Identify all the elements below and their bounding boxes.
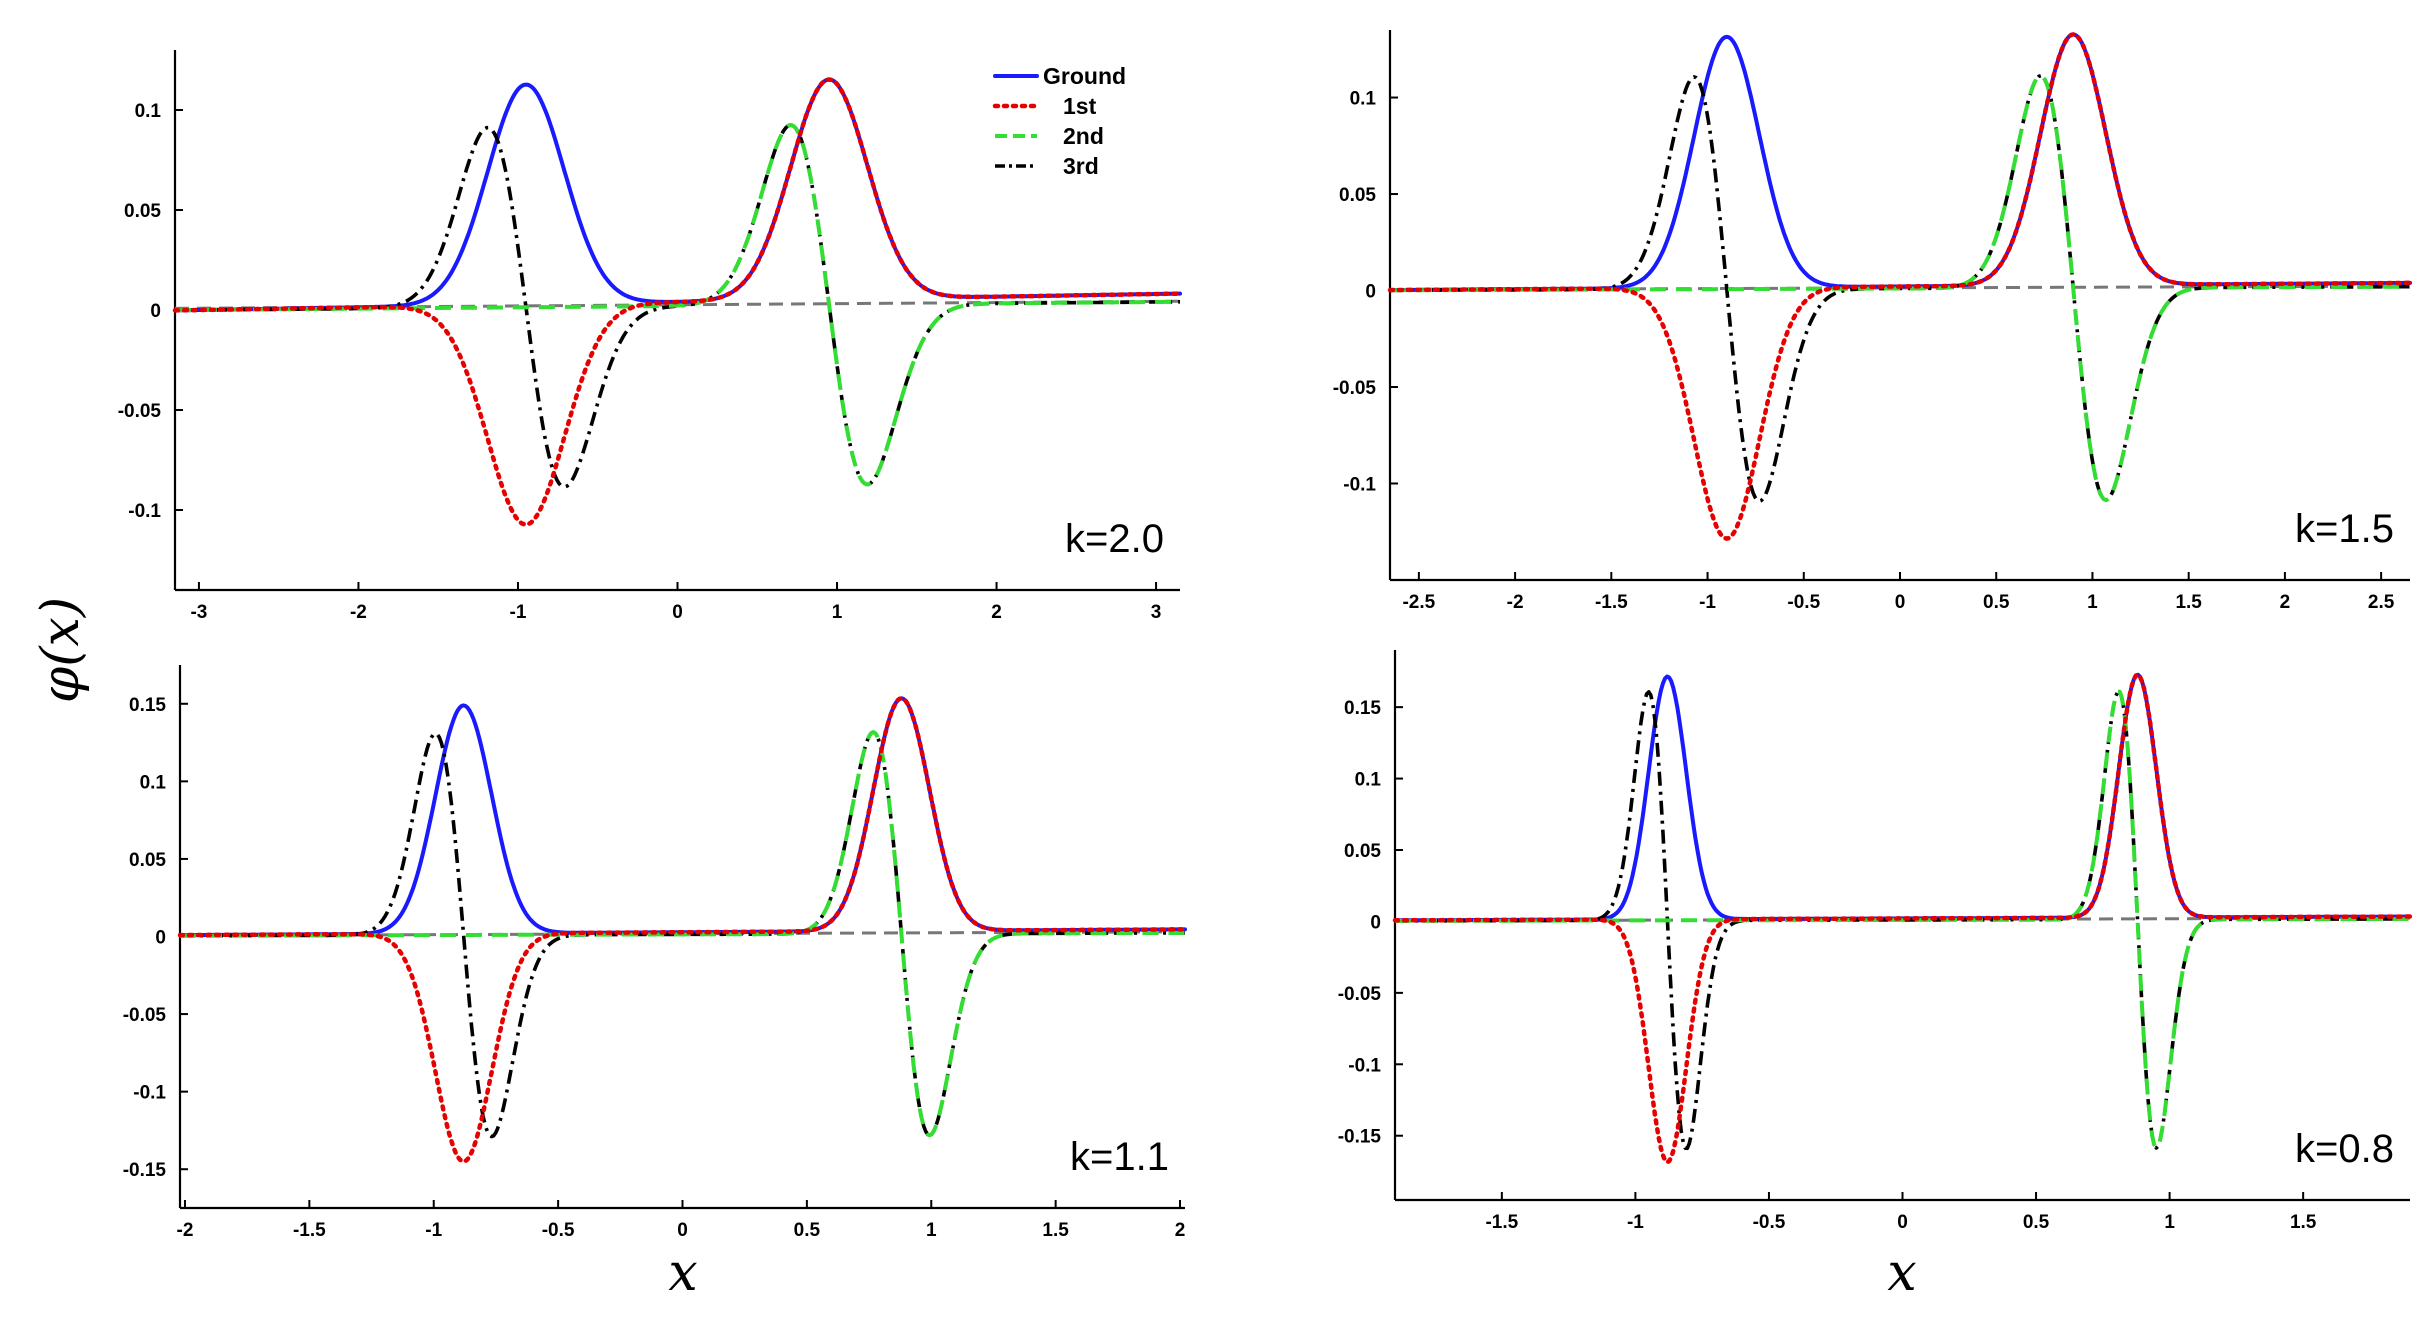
series-line-1st [1387, 32, 2413, 541]
x-tick-label: 2 [991, 602, 1002, 623]
panels: -3 -2 -1 0 1 2 3 0.1 0.05 0 -0.05 -0.1 k=2.0 -2.5 -2 -1… [118, 30, 2413, 1241]
x-tick-label: 0.5 [1983, 592, 2010, 613]
y-tick-label: -0.15 [1338, 1127, 1382, 1148]
series-line-ground [173, 77, 1182, 313]
panel-2: -2.5 -2 -1.5 -1 -0.5 0 0.5 1 1.5 2 2.5 0.1 0.05 0 -0.0… [1333, 30, 2413, 613]
series-line-2nd [175, 123, 1180, 487]
panel-1: -3 -2 -1 0 1 2 3 0.1 0.05 0 -0.05 -0.1 k=2.0 [118, 50, 1183, 623]
x-axis-label-left: x [668, 1243, 697, 1303]
x-tick-label: 0 [1895, 592, 1906, 613]
y-tick-label: 0 [1365, 282, 1376, 303]
x-tick-label: 2.5 [2368, 592, 2395, 613]
x-tick-label: -3 [190, 602, 207, 623]
x-tick-label: 1.5 [2175, 592, 2202, 613]
x-tick-label: 1 [2164, 1212, 2175, 1233]
y-tick-label: -0.05 [1333, 378, 1377, 399]
y-tick-label: -0.1 [133, 1083, 166, 1104]
x-tick-label: 3 [1151, 602, 1162, 623]
y-tick-label: 0.05 [1344, 841, 1381, 862]
x-tick-label: 2 [2280, 592, 2291, 613]
y-tick-label: 0.1 [135, 101, 162, 122]
panel-k-label: k=1.5 [2295, 507, 2394, 551]
y-tick-label: 0.05 [124, 201, 161, 222]
series-line-ground [1388, 32, 2412, 293]
x-tick-label: -0.5 [1753, 1212, 1786, 1233]
y-tick-label: 0.15 [1344, 698, 1381, 719]
x-tick-label: 1 [926, 1220, 937, 1241]
x-tick-label: -1 [1627, 1212, 1644, 1233]
y-tick-label: 0 [155, 928, 166, 949]
panel-k-label: k=1.1 [1070, 1135, 1169, 1179]
x-tick-label: -2 [350, 602, 367, 623]
panel-3: -2 -1.5 -1 -0.5 0 0.5 1 1.5 2 0.15 0.1 0.05 0 -0.05 -0… [123, 665, 1188, 1241]
series-line-1st [177, 696, 1188, 1164]
x-tick-label: -1 [510, 602, 527, 623]
y-tick-label: -0.05 [118, 401, 162, 422]
x-tick-label: -0.5 [1787, 592, 1820, 613]
x-tick-label: 1.5 [1042, 1220, 1069, 1241]
y-tick-label: 0.1 [1355, 770, 1382, 791]
x-tick-label: 0 [677, 1220, 688, 1241]
y-tick-label: -0.15 [123, 1160, 167, 1181]
x-tick-label: 1 [2087, 592, 2098, 613]
y-tick-label: -0.1 [128, 501, 161, 522]
legend-label-2nd: 2nd [1063, 123, 1104, 149]
x-tick-label: -2 [1507, 592, 1524, 613]
y-tick-label: 0 [150, 301, 161, 322]
x-tick-label: 1 [832, 602, 843, 623]
x-tick-label: -1.5 [1595, 592, 1628, 613]
y-tick-label: 0.1 [140, 772, 167, 793]
x-tick-label: -2 [177, 1220, 194, 1241]
x-tick-label: 0 [672, 602, 683, 623]
x-tick-label: 0.5 [794, 1220, 821, 1241]
legend: Ground 1st 2nd 3rd [992, 63, 1126, 179]
x-tick-label: 0.5 [2023, 1212, 2050, 1233]
legend-label-3rd: 3rd [1063, 153, 1099, 179]
series-line-ground [178, 696, 1187, 938]
series-line-1st [1392, 672, 2413, 1165]
x-tick-label: 0 [1897, 1212, 1908, 1233]
y-tick-label: 0.05 [129, 850, 166, 871]
y-tick-label: 0.1 [1350, 89, 1377, 110]
panel-4: -1.5 -1 -0.5 0 0.5 1 1.5 0.15 0.1 0.05 0 -0.05 -0.1 -… [1338, 650, 2413, 1233]
series-line-ground [1393, 672, 2412, 923]
y-tick-label: -0.1 [1348, 1055, 1381, 1076]
y-tick-label: 0.05 [1339, 185, 1376, 206]
y-tick-label: -0.05 [123, 1005, 167, 1026]
x-tick-label: -2.5 [1402, 592, 1435, 613]
panel-k-label: k=2.0 [1065, 517, 1164, 561]
x-tick-label: 2 [1175, 1220, 1186, 1241]
y-tick-label: -0.05 [1338, 984, 1382, 1005]
series-line-1st [172, 77, 1183, 527]
x-tick-label: -1.5 [293, 1220, 326, 1241]
x-tick-label: -1.5 [1485, 1212, 1518, 1233]
y-axis-label: φ(x) [31, 597, 91, 703]
y-tick-label: -0.1 [1343, 475, 1376, 496]
legend-label-ground: Ground [1043, 63, 1126, 89]
y-tick-label: 0.15 [129, 695, 166, 716]
x-tick-label: -1 [1699, 592, 1716, 613]
y-tick-label: 0 [1370, 912, 1381, 933]
panel-k-label: k=0.8 [2295, 1127, 2394, 1171]
x-tick-label: 1.5 [2290, 1212, 2317, 1233]
x-tick-label: -0.5 [542, 1220, 575, 1241]
x-tick-label: -1 [425, 1220, 442, 1241]
legend-label-1st: 1st [1063, 93, 1097, 119]
x-axis-label-right: x [1887, 1243, 1916, 1303]
